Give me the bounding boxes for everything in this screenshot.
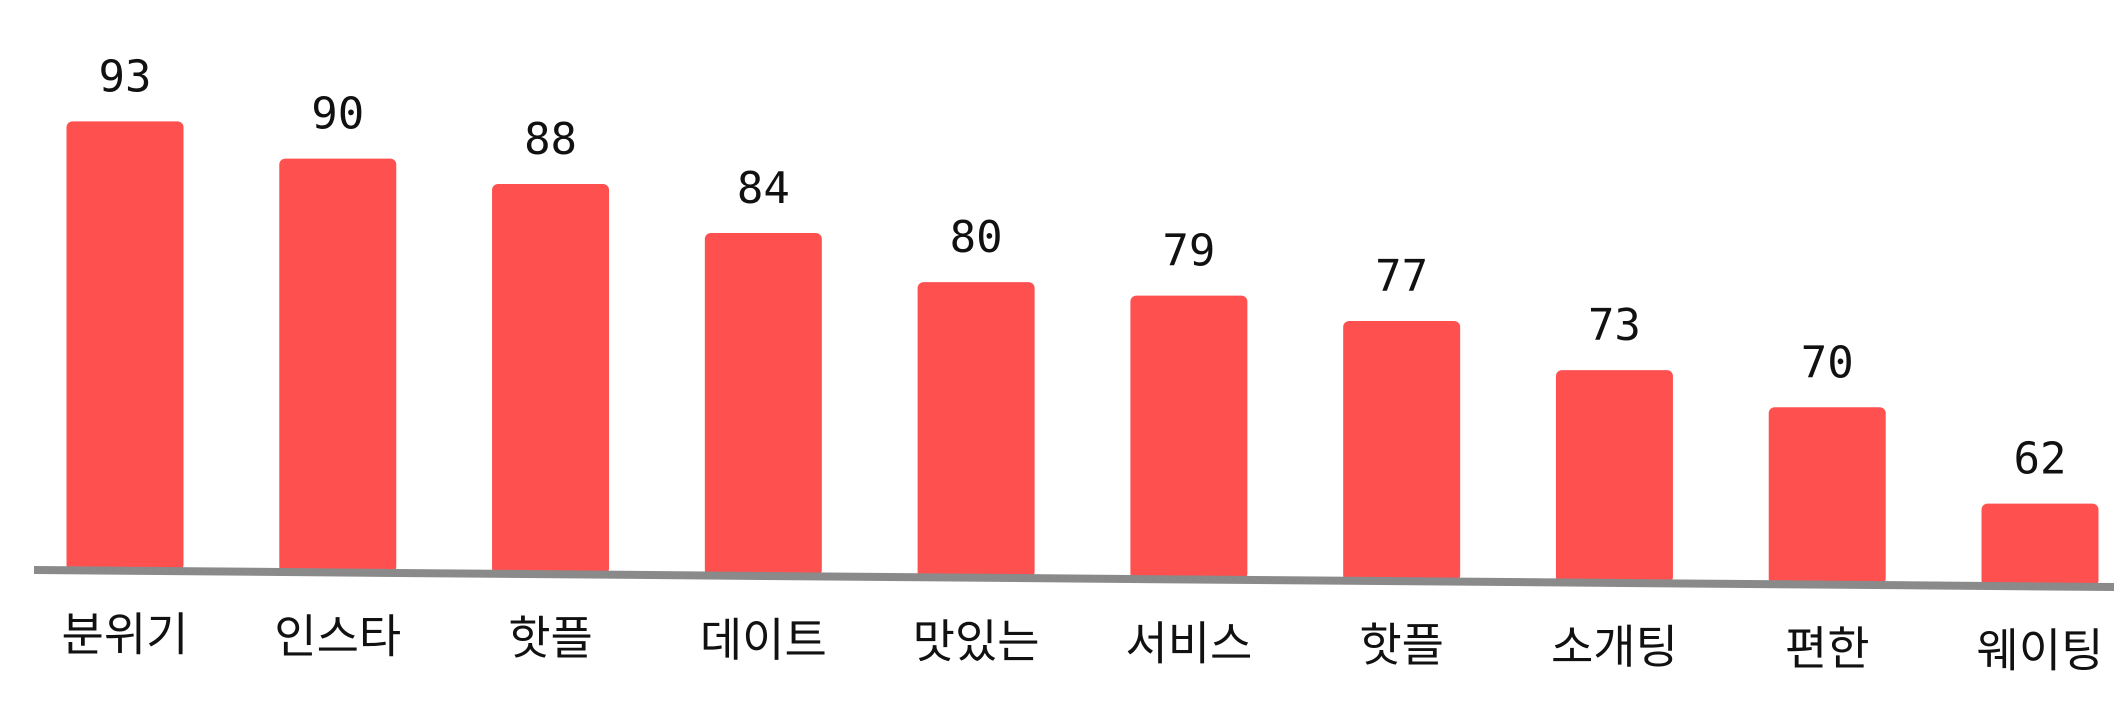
category-label: 웨이팅 — [1977, 623, 2104, 677]
value-labels-layer: 93 90 88 84 80 79 77 73 70 62 — [99, 51, 2067, 484]
bar — [1768, 407, 1886, 585]
bars-layer — [66, 121, 2099, 587]
bar — [1981, 503, 2099, 587]
category-label: 데이트 — [700, 613, 827, 667]
value-label: 73 — [1588, 300, 1641, 351]
bar — [66, 121, 184, 571]
category-label: 인스타 — [274, 609, 401, 663]
x-axis-baseline — [33, 566, 2115, 591]
value-label: 70 — [1801, 337, 1854, 388]
bar — [704, 233, 822, 576]
value-label: 62 — [2014, 434, 2067, 485]
bar — [1555, 370, 1673, 583]
value-label: 80 — [950, 212, 1003, 263]
category-label: 편한 — [1785, 622, 1870, 676]
bar — [1130, 295, 1248, 580]
category-label: 맛있는 — [913, 615, 1040, 669]
category-label: 분위기 — [62, 608, 189, 662]
category-label: 핫플 — [508, 611, 593, 665]
category-labels-layer: 분위기 인스타 핫플 데이트 맛있는 서비스 핫플 소개팅 편한 웨이팅 — [62, 608, 2104, 678]
bar — [917, 282, 1035, 578]
value-label: 79 — [1162, 226, 1215, 277]
category-label: 소개팅 — [1551, 620, 1678, 674]
value-label: 88 — [524, 114, 577, 165]
category-label: 서비스 — [1125, 616, 1252, 670]
value-label: 84 — [737, 163, 790, 214]
value-label: 93 — [99, 51, 152, 102]
category-label: 핫플 — [1359, 618, 1444, 672]
bar — [1343, 321, 1461, 582]
value-label: 77 — [1375, 251, 1428, 302]
value-label: 90 — [311, 89, 364, 140]
bar — [492, 183, 610, 575]
bar — [279, 158, 397, 573]
